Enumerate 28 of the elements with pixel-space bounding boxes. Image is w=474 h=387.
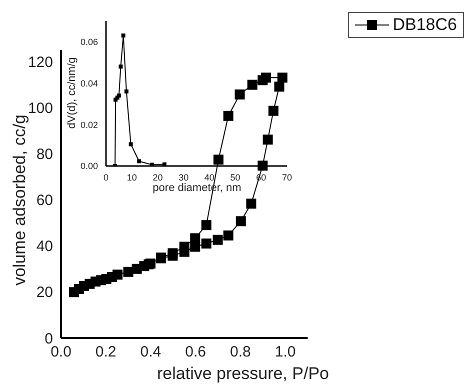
x-tick-label: 0.6 — [185, 344, 206, 361]
y-tick-label: 40 — [36, 238, 53, 256]
y-tick-label: 100 — [28, 100, 53, 117]
y-tick-label: 0.00 — [80, 161, 98, 172]
x-tick-label: 0.4 — [140, 344, 162, 361]
x-tick-label: 0 — [103, 172, 109, 182]
x-tick-label: 20 — [152, 172, 163, 182]
x-tick-label: 40 — [204, 172, 214, 182]
y-tick-label: 20 — [36, 284, 53, 302]
x-tick-label: 0.8 — [230, 344, 251, 361]
y-tick-label: 0 — [44, 330, 53, 348]
y-axis-title: dV(d), cc/nm/g — [66, 56, 78, 131]
y-tick-label: 120 — [28, 54, 53, 71]
y-tick-label: 80 — [36, 146, 53, 164]
x-tick-label: 50 — [230, 172, 240, 182]
x-tick-label: 1.0 — [274, 344, 296, 361]
legend-label: DB18C6 — [392, 15, 457, 35]
x-tick-label: 10 — [126, 172, 137, 182]
x-tick-label: 70 — [282, 172, 292, 182]
x-axis-title: relative pressure, P/Po — [156, 364, 330, 384]
y-tick-label: 0.04 — [80, 78, 98, 88]
x-tick-label: 0.2 — [95, 344, 116, 361]
y-tick-label: 0.02 — [80, 120, 98, 130]
y-tick-label: 60 — [36, 192, 53, 210]
y-tick-label: 0.06 — [80, 36, 98, 47]
y-axis-title: volume adsorbed, cc/g — [10, 114, 29, 286]
x-tick-label: 30 — [178, 172, 189, 182]
x-tick-label: 0.0 — [50, 344, 72, 361]
